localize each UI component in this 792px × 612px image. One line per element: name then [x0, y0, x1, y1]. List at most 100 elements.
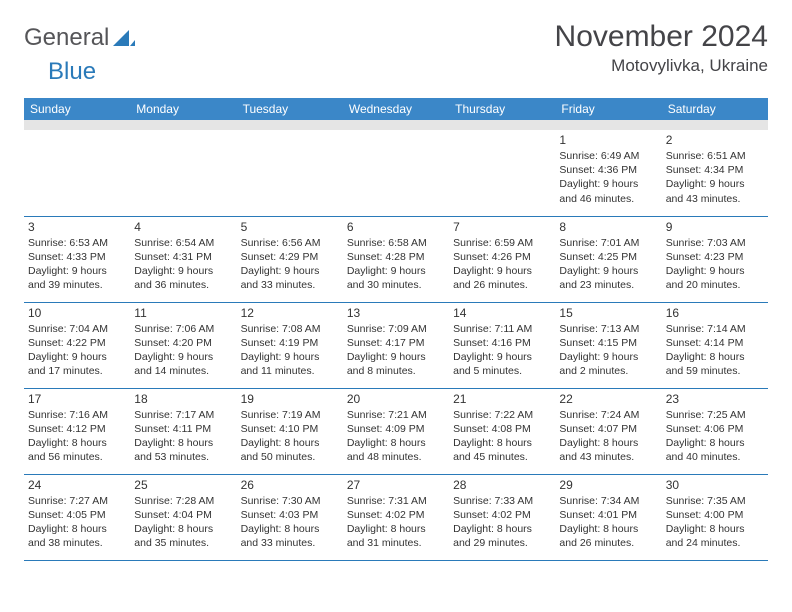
- week-row: 17 Sunrise: 7:16 AMSunset: 4:12 PMDayligh…: [24, 388, 768, 474]
- day-detail: Sunrise: 7:01 AMSunset: 4:25 PMDaylight:…: [559, 236, 657, 293]
- day-header-sunday: Sunday: [24, 98, 130, 120]
- day-cell: 19 Sunrise: 7:19 AMSunset: 4:10 PMDayligh…: [237, 388, 343, 474]
- month-title: November 2024: [555, 20, 768, 54]
- day-cell: 14 Sunrise: 7:11 AMSunset: 4:16 PMDayligh…: [449, 302, 555, 388]
- empty-cell: [24, 130, 130, 216]
- day-detail: Sunrise: 7:28 AMSunset: 4:04 PMDaylight:…: [134, 494, 232, 551]
- brand-part1: General: [24, 26, 109, 50]
- day-number: 12: [241, 306, 339, 320]
- day-cell: 24Sunrise: 7:27 AMSunset: 4:05 PMDayligh…: [24, 474, 130, 560]
- day-number: 28: [453, 478, 551, 492]
- day-detail: Sunrise: 7:13 AMSunset: 4:15 PMDaylight:…: [559, 322, 657, 379]
- day-detail: Sunrise: 7:22 AMSunset: 4:08 PMDaylight:…: [453, 408, 551, 465]
- day-header-friday: Friday: [555, 98, 661, 120]
- day-header-wednesday: Wednesday: [343, 98, 449, 120]
- day-cell: 29Sunrise: 7:34 AMSunset: 4:01 PMDayligh…: [555, 474, 661, 560]
- day-number: 14: [453, 306, 551, 320]
- day-detail: Sunrise: 7:34 AMSunset: 4:01 PMDaylight:…: [559, 494, 657, 551]
- day-detail: Sunrise: 7:27 AMSunset: 4:05 PMDaylight:…: [28, 494, 126, 551]
- day-cell: 27 Sunrise: 7:31 AMSunset: 4:02 PMDayligh…: [343, 474, 449, 560]
- day-number: 7: [453, 220, 551, 234]
- day-cell: 5 Sunrise: 6:56 AMSunset: 4:29 PMDaylight…: [237, 216, 343, 302]
- day-detail: Sunrise: 6:54 AMSunset: 4:31 PMDaylight:…: [134, 236, 232, 293]
- day-detail: Sunrise: 6:49 AMSunset: 4:36 PMDaylight:…: [559, 149, 657, 206]
- brand-sail-icon: [113, 30, 135, 46]
- day-cell: 2 Sunrise: 6:51 AMSunset: 4:34 PMDaylight…: [662, 130, 768, 216]
- day-detail: Sunrise: 6:51 AMSunset: 4:34 PMDaylight:…: [666, 149, 764, 206]
- day-number: 18: [134, 392, 232, 406]
- day-number: 11: [134, 306, 232, 320]
- day-header-saturday: Saturday: [662, 98, 768, 120]
- day-detail: Sunrise: 7:11 AMSunset: 4:16 PMDaylight:…: [453, 322, 551, 379]
- day-detail: Sunrise: 7:24 AMSunset: 4:07 PMDaylight:…: [559, 408, 657, 465]
- day-header-monday: Monday: [130, 98, 236, 120]
- day-detail: Sunrise: 7:03 AMSunset: 4:23 PMDaylight:…: [666, 236, 764, 293]
- day-number: 25: [134, 478, 232, 492]
- day-detail: Sunrise: 6:59 AMSunset: 4:26 PMDaylight:…: [453, 236, 551, 293]
- day-detail: Sunrise: 7:21 AMSunset: 4:09 PMDaylight:…: [347, 408, 445, 465]
- day-number: 20: [347, 392, 445, 406]
- day-cell: 10Sunrise: 7:04 AMSunset: 4:22 PMDayligh…: [24, 302, 130, 388]
- day-cell: 13 Sunrise: 7:09 AMSunset: 4:17 PMDayligh…: [343, 302, 449, 388]
- day-cell: 3 Sunrise: 6:53 AMSunset: 4:33 PMDaylight…: [24, 216, 130, 302]
- day-cell: 28Sunrise: 7:33 AMSunset: 4:02 PMDayligh…: [449, 474, 555, 560]
- day-number: 30: [666, 478, 764, 492]
- day-cell: 12Sunrise: 7:08 AMSunset: 4:19 PMDayligh…: [237, 302, 343, 388]
- day-cell: 1 Sunrise: 6:49 AMSunset: 4:36 PMDaylight…: [555, 130, 661, 216]
- day-detail: Sunrise: 7:14 AMSunset: 4:14 PMDaylight:…: [666, 322, 764, 379]
- day-number: 21: [453, 392, 551, 406]
- day-cell: 11 Sunrise: 7:06 AMSunset: 4:20 PMDayligh…: [130, 302, 236, 388]
- day-number: 15: [559, 306, 657, 320]
- day-cell: 6 Sunrise: 6:58 AMSunset: 4:28 PMDaylight…: [343, 216, 449, 302]
- day-number: 27: [347, 478, 445, 492]
- day-cell: 7 Sunrise: 6:59 AMSunset: 4:26 PMDaylight…: [449, 216, 555, 302]
- empty-cell: [130, 130, 236, 216]
- day-number: 17: [28, 392, 126, 406]
- day-number: 2: [666, 133, 764, 147]
- calendar-header-row: SundayMondayTuesdayWednesdayThursdayFrid…: [24, 98, 768, 120]
- day-cell: 21 Sunrise: 7:22 AMSunset: 4:08 PMDayligh…: [449, 388, 555, 474]
- day-detail: Sunrise: 7:31 AMSunset: 4:02 PMDaylight:…: [347, 494, 445, 551]
- day-cell: 20 Sunrise: 7:21 AMSunset: 4:09 PMDayligh…: [343, 388, 449, 474]
- empty-cell: [237, 130, 343, 216]
- day-cell: 30 Sunrise: 7:35 AMSunset: 4:00 PMDayligh…: [662, 474, 768, 560]
- calendar-spacer-row: [24, 120, 768, 130]
- day-number: 23: [666, 392, 764, 406]
- empty-cell: [343, 130, 449, 216]
- day-header-thursday: Thursday: [449, 98, 555, 120]
- week-row: 10Sunrise: 7:04 AMSunset: 4:22 PMDayligh…: [24, 302, 768, 388]
- day-detail: Sunrise: 7:16 AMSunset: 4:12 PMDaylight:…: [28, 408, 126, 465]
- day-detail: Sunrise: 7:25 AMSunset: 4:06 PMDaylight:…: [666, 408, 764, 465]
- day-number: 8: [559, 220, 657, 234]
- day-detail: Sunrise: 6:58 AMSunset: 4:28 PMDaylight:…: [347, 236, 445, 293]
- day-number: 4: [134, 220, 232, 234]
- day-number: 22: [559, 392, 657, 406]
- day-number: 13: [347, 306, 445, 320]
- empty-cell: [449, 130, 555, 216]
- day-cell: 9 Sunrise: 7:03 AMSunset: 4:23 PMDaylight…: [662, 216, 768, 302]
- week-row: 24Sunrise: 7:27 AMSunset: 4:05 PMDayligh…: [24, 474, 768, 560]
- day-number: 3: [28, 220, 126, 234]
- day-detail: Sunrise: 7:06 AMSunset: 4:20 PMDaylight:…: [134, 322, 232, 379]
- day-detail: Sunrise: 7:09 AMSunset: 4:17 PMDaylight:…: [347, 322, 445, 379]
- day-number: 19: [241, 392, 339, 406]
- day-number: 6: [347, 220, 445, 234]
- day-detail: Sunrise: 7:04 AMSunset: 4:22 PMDaylight:…: [28, 322, 126, 379]
- day-number: 5: [241, 220, 339, 234]
- day-cell: 17 Sunrise: 7:16 AMSunset: 4:12 PMDayligh…: [24, 388, 130, 474]
- week-row: 3 Sunrise: 6:53 AMSunset: 4:33 PMDaylight…: [24, 216, 768, 302]
- day-detail: Sunrise: 6:56 AMSunset: 4:29 PMDaylight:…: [241, 236, 339, 293]
- day-header-tuesday: Tuesday: [237, 98, 343, 120]
- day-detail: Sunrise: 7:35 AMSunset: 4:00 PMDaylight:…: [666, 494, 764, 551]
- brand-part2: Blue: [24, 60, 96, 84]
- day-detail: Sunrise: 6:53 AMSunset: 4:33 PMDaylight:…: [28, 236, 126, 293]
- day-detail: Sunrise: 7:19 AMSunset: 4:10 PMDaylight:…: [241, 408, 339, 465]
- brand-logo: General: [24, 20, 137, 50]
- day-cell: 8 Sunrise: 7:01 AMSunset: 4:25 PMDaylight…: [555, 216, 661, 302]
- day-cell: 25 Sunrise: 7:28 AMSunset: 4:04 PMDayligh…: [130, 474, 236, 560]
- day-cell: 16Sunrise: 7:14 AMSunset: 4:14 PMDayligh…: [662, 302, 768, 388]
- day-detail: Sunrise: 7:30 AMSunset: 4:03 PMDaylight:…: [241, 494, 339, 551]
- day-number: 1: [559, 133, 657, 147]
- title-block: November 2024 Motovylivka, Ukraine: [555, 20, 768, 76]
- day-number: 9: [666, 220, 764, 234]
